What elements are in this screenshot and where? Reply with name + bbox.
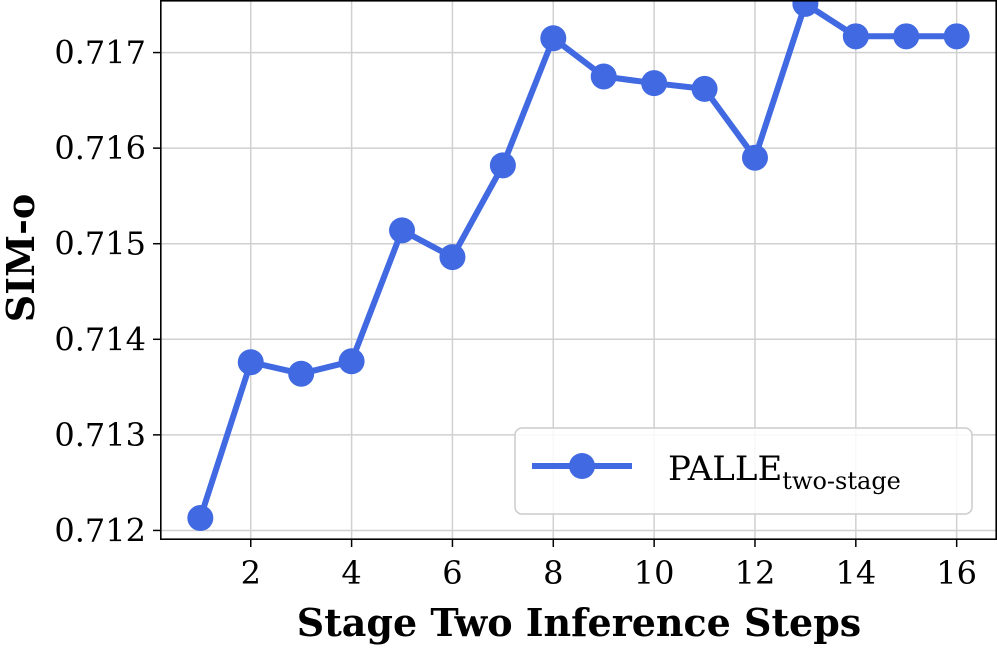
data-point — [237, 349, 264, 376]
data-point — [641, 70, 668, 97]
legend-marker-swatch — [569, 453, 595, 479]
y-tick-label: 0.715 — [54, 225, 146, 263]
legend-label-main: PALLE — [668, 449, 782, 489]
series-line — [197, 0, 960, 521]
data-point — [741, 144, 768, 171]
data-point — [389, 217, 416, 244]
y-tick-label: 0.716 — [54, 129, 146, 167]
y-tick-label: 0.714 — [54, 320, 146, 358]
data-point — [439, 244, 466, 271]
data-point — [842, 23, 869, 50]
x-tick-label: 14 — [835, 554, 876, 592]
x-tick-label: 12 — [735, 554, 776, 592]
plot-frame — [160, 0, 997, 541]
y-axis-title: SIM-o — [0, 194, 43, 322]
x-tick-label: 4 — [341, 554, 361, 592]
tick-labels: 2 4 6 8 10 12 14 16 0.712 0.713 0.714 0.715 0.716 0.7… — [54, 34, 977, 592]
data-point — [288, 360, 315, 387]
y-tick-label: 0.713 — [54, 416, 146, 454]
data-point — [187, 505, 214, 532]
y-tick-label: 0.717 — [54, 34, 146, 72]
data-point — [540, 25, 567, 52]
legend-label-sub: two-stage — [782, 467, 901, 495]
x-tick-label: 6 — [442, 554, 462, 592]
grid — [160, 0, 997, 540]
data-point — [792, 0, 819, 17]
x-tick-label: 8 — [543, 554, 563, 592]
legend-label: PALLEtwo-stage — [668, 449, 901, 495]
data-point — [943, 23, 970, 50]
data-point — [489, 152, 516, 179]
legend: PALLEtwo-stage — [514, 427, 973, 515]
x-axis-title: Stage Two Inference Steps — [297, 600, 861, 645]
series-line-layer — [197, 0, 960, 521]
x-tick-label: 10 — [634, 554, 675, 592]
data-point — [691, 75, 718, 102]
y-tick-label: 0.712 — [54, 511, 146, 549]
data-point — [338, 348, 365, 375]
x-tick-label: 16 — [936, 554, 977, 592]
marker-layer — [187, 0, 970, 532]
x-tick-label: 2 — [241, 554, 261, 592]
ticks — [153, 51, 958, 547]
data-point — [893, 23, 920, 50]
data-point — [590, 63, 617, 90]
legend-box — [514, 427, 973, 515]
